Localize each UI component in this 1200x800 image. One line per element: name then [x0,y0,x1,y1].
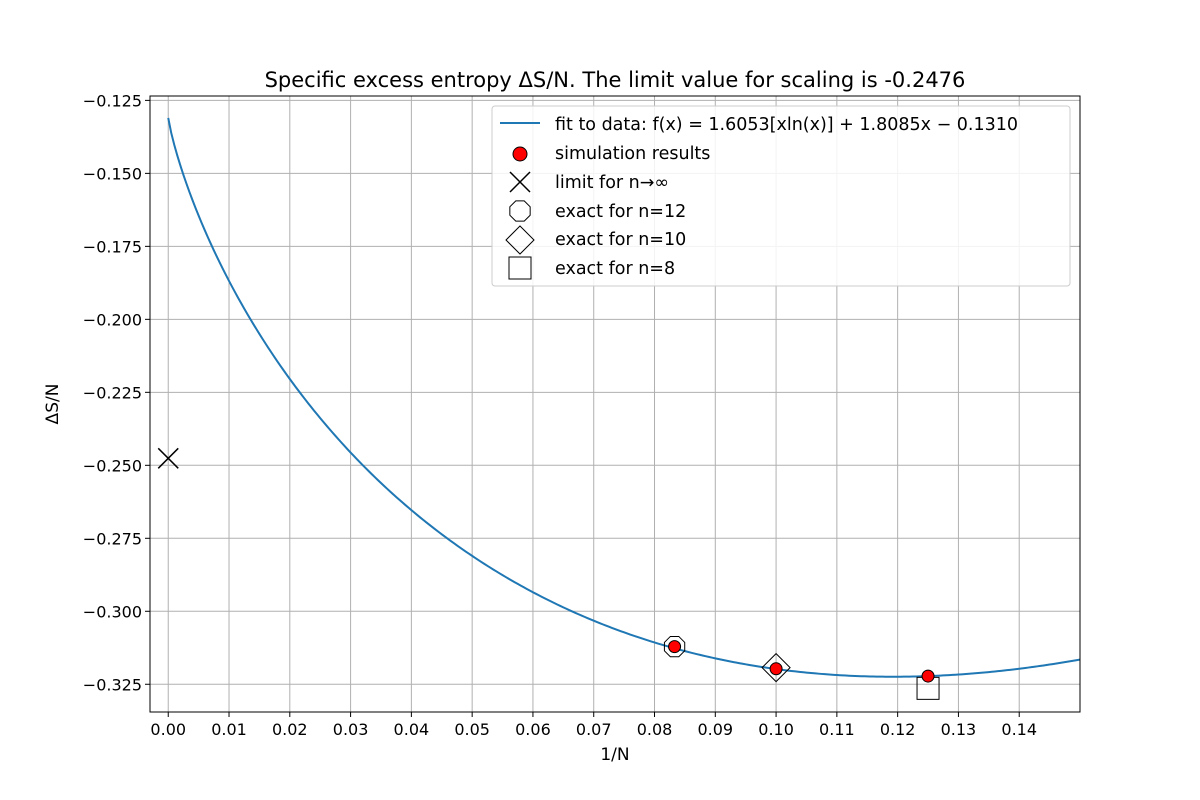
legend-key-exact-n10 [505,225,535,255]
legend-label-exact-n8: exact for n=8 [555,259,675,279]
x-tick-label: 0.12 [880,720,916,739]
x-tick-label: 0.14 [1001,720,1037,739]
simulation-point [769,662,783,676]
y-tick-label: −0.175 [83,237,142,256]
y-axis-label: ΔS/N [43,384,63,425]
x-tick-label: 0.04 [394,720,430,739]
legend-label-exact-n10: exact for n=10 [555,230,686,250]
chart-title: Specific excess entropy ΔS/N. The limit … [265,68,966,92]
simulation-point [921,669,935,683]
series-layer [157,117,1081,700]
legend-label-simulation: simulation results [555,144,710,164]
x-tick-label: 0.00 [150,720,186,739]
ticks-layer: 0.00 0.01 0.02 0.03 0.04 0.05 0.06 0.07 0.08 0.09… [83,91,1037,739]
exact-n10-point [761,652,791,683]
x-tick-label: 0.13 [941,720,977,739]
x-tick-label: 0.11 [819,720,855,739]
simulation-point [668,640,682,654]
y-tick-label: −0.300 [83,602,142,621]
y-tick-label: −0.225 [83,383,142,402]
y-tick-label: −0.275 [83,529,142,548]
x-tick-label: 0.10 [758,720,794,739]
x-tick-label: 0.02 [272,720,308,739]
legend: fit to data: f(x) = 1.6053[xln(x)] + 1.8… [491,105,1071,287]
legend-key-exact-n12 [509,200,531,222]
legend-label-exact-n12: exact for n=12 [555,202,686,222]
legend-key-limit [509,171,531,193]
x-marker-stroke [157,447,179,469]
exact-n12-point [663,635,686,658]
x-tick-label: 0.08 [637,720,673,739]
legend-key-simulation [512,146,528,162]
x-tick-label: 0.07 [576,720,612,739]
y-tick-label: −0.200 [83,310,142,329]
y-tick-label: −0.250 [83,456,142,475]
y-tick-label: −0.125 [83,91,142,110]
x-tick-label: 0.06 [515,720,551,739]
x-tick-label: 0.05 [454,720,490,739]
x-tick-label: 0.01 [211,720,247,739]
y-tick-label: −0.150 [83,164,142,183]
x-axis-label: 1/N [600,745,629,765]
x-tick-label: 0.09 [697,720,733,739]
plot-frame [149,95,1081,713]
x-tick-label: 0.03 [333,720,369,739]
limit-point [157,447,179,469]
legend-box [491,105,1071,287]
legend-key-exact-n8 [508,256,532,280]
legend-label-fit: fit to data: f(x) = 1.6053[xln(x)] + 1.8… [555,115,1018,135]
y-tick-label: −0.325 [83,675,142,694]
x-marker-stroke [509,171,531,193]
legend-label-limit: limit for n→∞ [555,173,669,193]
